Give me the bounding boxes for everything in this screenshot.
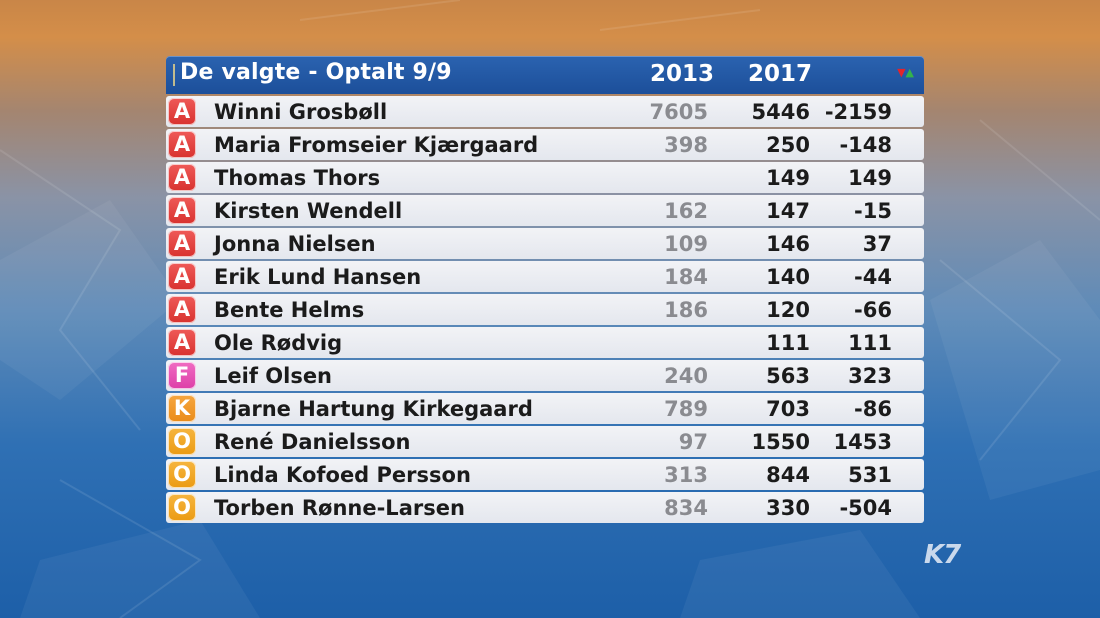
party-badge: F [168, 362, 196, 389]
votes-change: 111 [848, 331, 892, 355]
table-row: O Linda Kofoed Persson 313 844 531 [166, 459, 924, 490]
arrow-up-icon: ▲ [905, 66, 914, 79]
candidate-name: Torben Rønne-Larsen [214, 496, 465, 520]
table-row: A Thomas Thors 149 149 [166, 162, 924, 193]
votes-2013: 7605 [649, 100, 708, 124]
party-badge: A [168, 164, 196, 191]
votes-2013: 398 [664, 133, 708, 157]
party-badge: A [168, 197, 196, 224]
votes-2013: 313 [664, 463, 708, 487]
candidate-name: Bente Helms [214, 298, 365, 322]
votes-change: -148 [839, 133, 892, 157]
votes-change: 1453 [833, 430, 892, 454]
candidate-name: Leif Olsen [214, 364, 333, 388]
table-row: A Maria Fromseier Kjærgaard 398 250 -148 [166, 129, 924, 160]
results-board: De valgte - Optalt 9/9 2013 2017 ▼▲ A Win… [166, 56, 924, 525]
candidate-name: Thomas Thors [214, 166, 381, 190]
candidate-name: Bjarne Hartung Kirkegaard [214, 397, 533, 421]
votes-change: -2159 [824, 100, 892, 124]
table-row: K Bjarne Hartung Kirkegaard 789 703 -86 [166, 393, 924, 424]
votes-change: 531 [848, 463, 892, 487]
party-badge: A [168, 329, 196, 356]
votes-2017: 111 [766, 331, 810, 355]
table-row: O Torben Rønne-Larsen 834 330 -504 [166, 492, 924, 523]
votes-2017: 146 [766, 232, 810, 256]
table-row: A Winni Grosbøll 7605 5446 -2159 [166, 96, 924, 127]
results-header: De valgte - Optalt 9/9 2013 2017 ▼▲ [166, 56, 924, 94]
votes-change: 323 [848, 364, 892, 388]
candidate-name: Erik Lund Hansen [214, 265, 422, 289]
votes-change: 149 [848, 166, 892, 190]
votes-2017: 250 [766, 133, 810, 157]
votes-2013: 184 [664, 265, 708, 289]
party-badge: A [168, 131, 196, 158]
table-row: O René Danielsson 97 1550 1453 [166, 426, 924, 457]
votes-2017: 120 [766, 298, 810, 322]
party-badge: O [168, 494, 196, 521]
votes-change: -66 [854, 298, 892, 322]
table-row: A Jonna Nielsen 109 146 37 [166, 228, 924, 259]
votes-2013: 186 [664, 298, 708, 322]
votes-2013: 834 [664, 496, 708, 520]
votes-2013: 109 [664, 232, 708, 256]
votes-2017: 844 [766, 463, 810, 487]
votes-2013: 789 [664, 397, 708, 421]
candidate-name: Ole Rødvig [214, 331, 343, 355]
table-row: A Bente Helms 186 120 -66 [166, 294, 924, 325]
votes-2013: 97 [678, 430, 708, 454]
results-title: De valgte - Optalt 9/9 [180, 60, 452, 85]
votes-2017: 563 [766, 364, 810, 388]
results-list: A Winni Grosbøll 7605 5446 -2159 A Maria Froms… [166, 96, 924, 523]
candidate-name: Jonna Nielsen [214, 232, 376, 256]
votes-2017: 330 [766, 496, 810, 520]
votes-change: -44 [854, 265, 892, 289]
table-row: A Ole Rødvig 111 111 [166, 327, 924, 358]
header-accent-bar [173, 64, 175, 86]
candidate-name: Winni Grosbøll [214, 100, 388, 124]
column-header-2017: 2017 [748, 61, 813, 87]
votes-2013: 240 [664, 364, 708, 388]
votes-change: 37 [862, 232, 892, 256]
table-row: A Kirsten Wendell 162 147 -15 [166, 195, 924, 226]
column-header-2013: 2013 [650, 61, 715, 87]
votes-change: -504 [839, 496, 892, 520]
table-row: A Erik Lund Hansen 184 140 -44 [166, 261, 924, 292]
votes-change: -86 [854, 397, 892, 421]
votes-2013: 162 [664, 199, 708, 223]
votes-2017: 703 [766, 397, 810, 421]
channel-logo: K7 [924, 540, 961, 570]
votes-2017: 5446 [751, 100, 810, 124]
change-arrows-icon: ▼▲ [897, 66, 914, 79]
candidate-name: René Danielsson [214, 430, 411, 454]
party-badge: O [168, 461, 196, 488]
votes-2017: 140 [766, 265, 810, 289]
votes-change: -15 [854, 199, 892, 223]
party-badge: K [168, 395, 196, 422]
votes-2017: 149 [766, 166, 810, 190]
candidate-name: Maria Fromseier Kjærgaard [214, 133, 539, 157]
party-badge: A [168, 230, 196, 257]
party-badge: A [168, 296, 196, 323]
party-badge: A [168, 98, 196, 125]
votes-2017: 147 [766, 199, 810, 223]
arrow-down-icon: ▼ [897, 66, 906, 79]
candidate-name: Linda Kofoed Persson [214, 463, 471, 487]
votes-2017: 1550 [751, 430, 810, 454]
candidate-name: Kirsten Wendell [214, 199, 403, 223]
party-badge: O [168, 428, 196, 455]
party-badge: A [168, 263, 196, 290]
table-row: F Leif Olsen 240 563 323 [166, 360, 924, 391]
